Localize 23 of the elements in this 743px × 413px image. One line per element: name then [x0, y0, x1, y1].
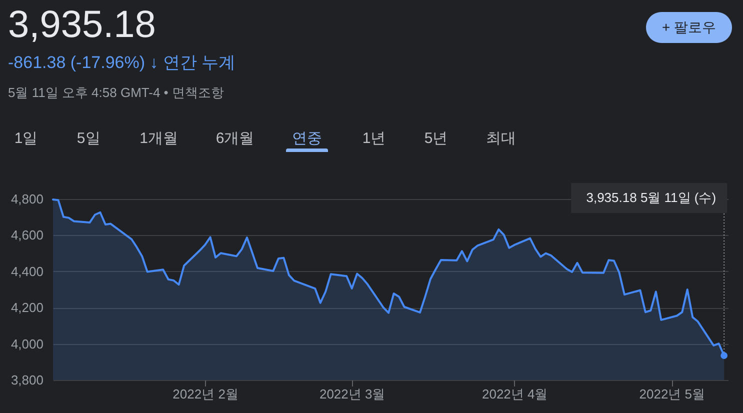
- annotation: 3,935.18 5월 11일 (수): [586, 190, 716, 205]
- y-tick-label: 4,800: [10, 192, 44, 206]
- text: 5년: [424, 130, 448, 147]
- x-tick-label: 2022년 2월: [172, 386, 238, 402]
- y-tick-label: 4,400: [10, 264, 44, 279]
- text: 5월 11일 오후 4:58 GMT-4 • 면책조항: [8, 85, 224, 100]
- chart-subtitle: -861.38 (-17.96%) ↓ 연간 누계: [8, 53, 236, 72]
- y-tick-label: 4,200: [10, 300, 44, 316]
- y-tick-label: 4,000: [10, 336, 44, 352]
- chart-title: 3,935.18: [8, 4, 156, 46]
- text: 1일: [14, 130, 38, 147]
- y-tick-label: 4,600: [10, 228, 44, 243]
- text: 연중: [292, 130, 322, 147]
- x-tick-label: 2022년 4월: [482, 386, 548, 402]
- text: 6개월: [216, 130, 254, 147]
- text: 1년: [362, 130, 386, 147]
- y-tick-label: 3,800: [10, 372, 44, 388]
- text: + 팔로우: [662, 19, 716, 35]
- text: 1개월: [140, 130, 178, 147]
- text: 최대: [486, 130, 516, 147]
- x-tick-label: 2022년 3월: [319, 386, 386, 402]
- x-tick-label: 2022년 5월: [639, 386, 706, 402]
- text: 5일: [76, 130, 100, 147]
